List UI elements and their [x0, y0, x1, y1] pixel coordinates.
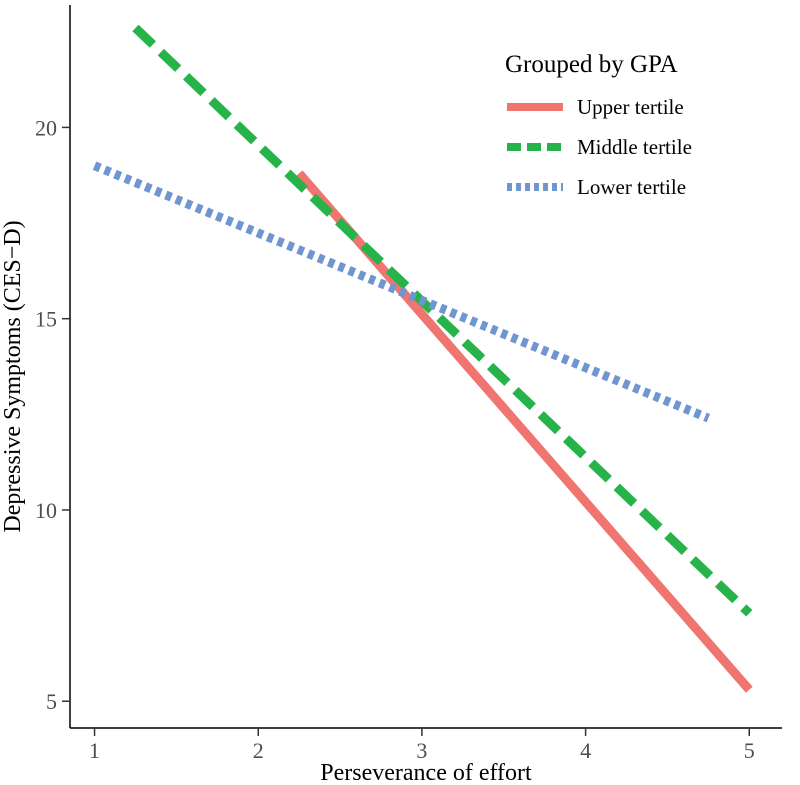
y-tick-label: 5	[46, 689, 57, 714]
x-tick-label: 5	[744, 738, 755, 763]
series-lines	[92, 24, 753, 693]
plot-area: 1 2 3 4 5 5 10 15 20	[35, 5, 782, 763]
legend-title: Grouped by GPA	[505, 51, 678, 78]
legend-label-3: Lower tertile	[577, 175, 686, 199]
legend-label-1: Upper tertile	[577, 95, 684, 119]
x-tick-label: 2	[253, 738, 264, 763]
y-tick-label: 15	[35, 307, 57, 332]
legend-items: Upper tertile Middle tertile Lower tertile	[507, 95, 692, 199]
y-tick-label: 10	[35, 498, 57, 523]
series-line-2	[132, 24, 753, 617]
x-axis-title: Perseverance of effort	[320, 760, 532, 785]
x-tick-label: 1	[89, 738, 100, 763]
x-tick-label: 4	[580, 738, 591, 763]
legend: Grouped by GPA Upper tertile Middle terti…	[505, 51, 692, 199]
y-axis-title: Depressive Symptoms (CES−D)	[0, 220, 26, 532]
x-axis-ticks: 1 2 3 4 5	[89, 728, 755, 763]
y-tick-label: 20	[35, 115, 57, 140]
y-axis-ticks: 5 10 15 20	[35, 115, 70, 714]
legend-label-2: Middle tertile	[577, 135, 692, 159]
x-tick-label: 3	[416, 738, 427, 763]
series-line-3	[92, 161, 711, 423]
